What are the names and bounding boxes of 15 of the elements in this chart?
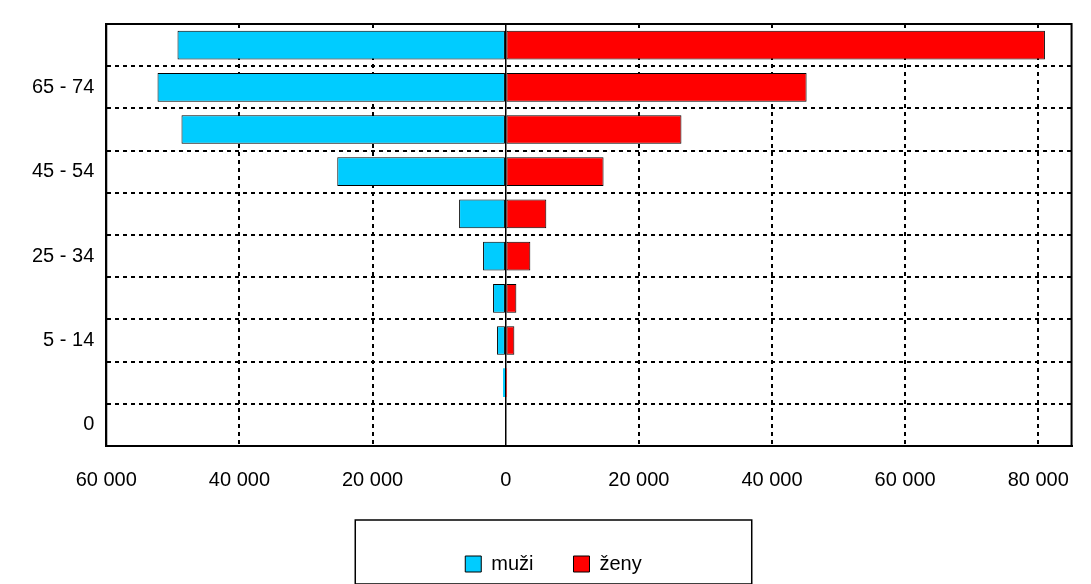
x-tick-label: 20 000 (341, 467, 404, 490)
y-tick-label: 25 - 34 (32, 243, 95, 266)
y-tick-label: 5 - 14 (43, 328, 95, 351)
legend-label: ženy (599, 551, 642, 574)
x-tick-label: 0 (500, 467, 512, 490)
legend-label: muži (491, 551, 534, 574)
x-tick-label: 80 000 (1007, 467, 1069, 490)
x-tick-label: 40 000 (741, 467, 803, 490)
x-tick-label: 40 000 (208, 467, 270, 490)
y-tick-label: 65 - 74 (32, 74, 95, 97)
x-tick-label: 20 000 (608, 467, 670, 490)
y-tick-label: 45 - 54 (32, 159, 95, 182)
x-tick-label: 60 000 (75, 467, 137, 490)
y-tick-label: 0 (83, 412, 95, 435)
x-tick-label: 60 000 (874, 467, 936, 490)
